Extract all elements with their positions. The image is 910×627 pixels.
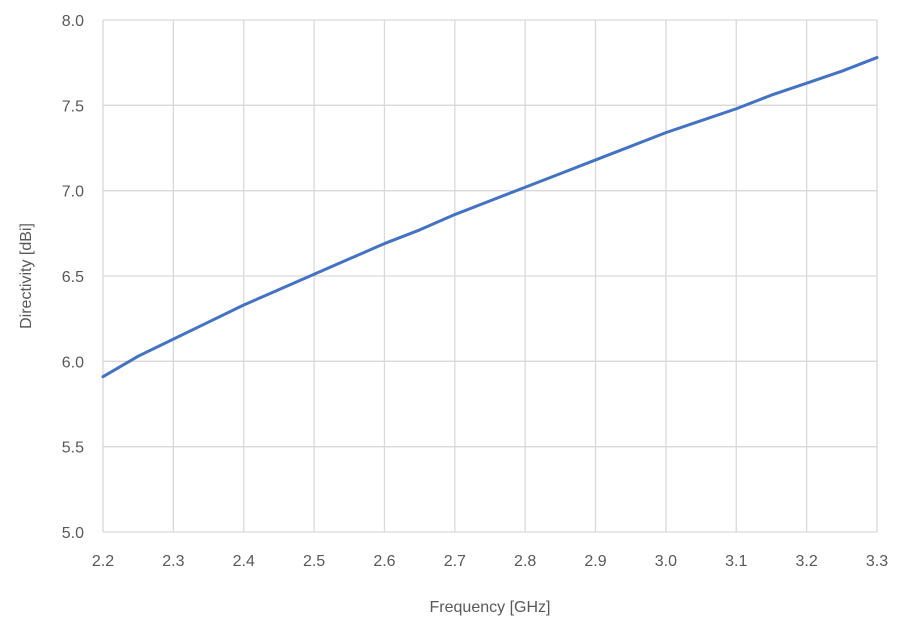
x-axis-ticks: 2.2 2.3 2.4 2.5 2.6 2.7 2.8 2.9 3.0 3.1 3.2 3.3 [92,553,888,570]
x-tick-label: 2.4 [233,553,255,570]
x-tick-label: 3.1 [725,553,747,570]
grid [102,19,878,533]
y-tick-label: 6.0 [62,354,84,371]
y-tick-label: 7.5 [62,98,84,115]
x-tick-label: 2.2 [92,553,114,570]
x-tick-label: 2.9 [584,553,606,570]
y-tick-label: 5.0 [62,525,84,542]
y-axis-ticks: 5.0 5.5 6.0 6.5 7.0 7.5 8.0 [62,13,84,542]
x-tick-label: 2.8 [514,553,536,570]
y-axis-title: Directivity [dBi] [18,223,35,329]
x-axis-title: Frequency [GHz] [430,599,551,616]
y-tick-label: 7.0 [62,184,84,201]
series-layer [101,56,879,379]
x-tick-label: 3.3 [866,553,888,570]
y-tick-label: 5.5 [62,440,84,457]
y-tick-label: 8.0 [62,13,84,30]
series-line [101,56,879,379]
x-tick-label: 2.6 [373,553,395,570]
y-tick-label: 6.5 [62,269,84,286]
x-tick-label: 2.5 [303,553,325,570]
x-tick-label: 2.3 [162,553,184,570]
x-tick-label: 2.7 [444,553,466,570]
x-tick-label: 3.2 [796,553,818,570]
x-tick-label: 3.0 [655,553,677,570]
